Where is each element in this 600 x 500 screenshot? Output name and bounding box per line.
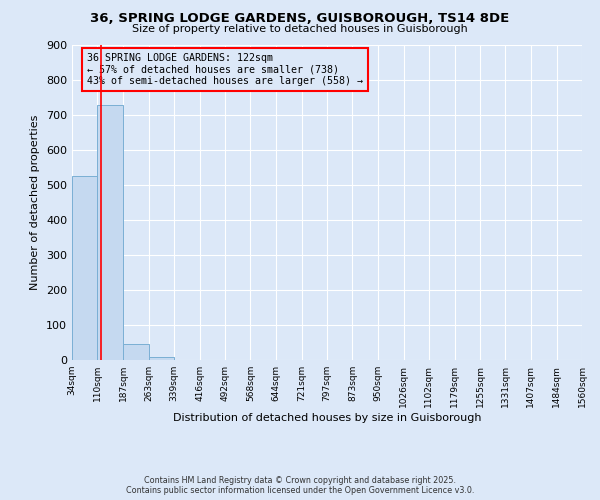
Bar (97, 105, 123, 360)
Text: 36, SPRING LODGE GARDENS, GUISBOROUGH, TS14 8DE: 36, SPRING LODGE GARDENS, GUISBOROUGH, T… (91, 12, 509, 26)
Bar (72, 176, 97, 360)
Text: Contains HM Land Registry data © Crown copyright and database right 2025.
Contai: Contains HM Land Registry data © Crown c… (126, 476, 474, 495)
Bar (123, 344, 149, 360)
X-axis label: Distribution of detached houses by size in Guisborough: Distribution of detached houses by size … (173, 412, 481, 422)
Text: 36 SPRING LODGE GARDENS: 122sqm
← 57% of detached houses are smaller (738)
43% o: 36 SPRING LODGE GARDENS: 122sqm ← 57% of… (88, 53, 364, 86)
Y-axis label: Number of detached properties: Number of detached properties (31, 115, 40, 290)
Text: Size of property relative to detached houses in Guisborough: Size of property relative to detached ho… (132, 24, 468, 34)
Bar (149, 356, 174, 360)
